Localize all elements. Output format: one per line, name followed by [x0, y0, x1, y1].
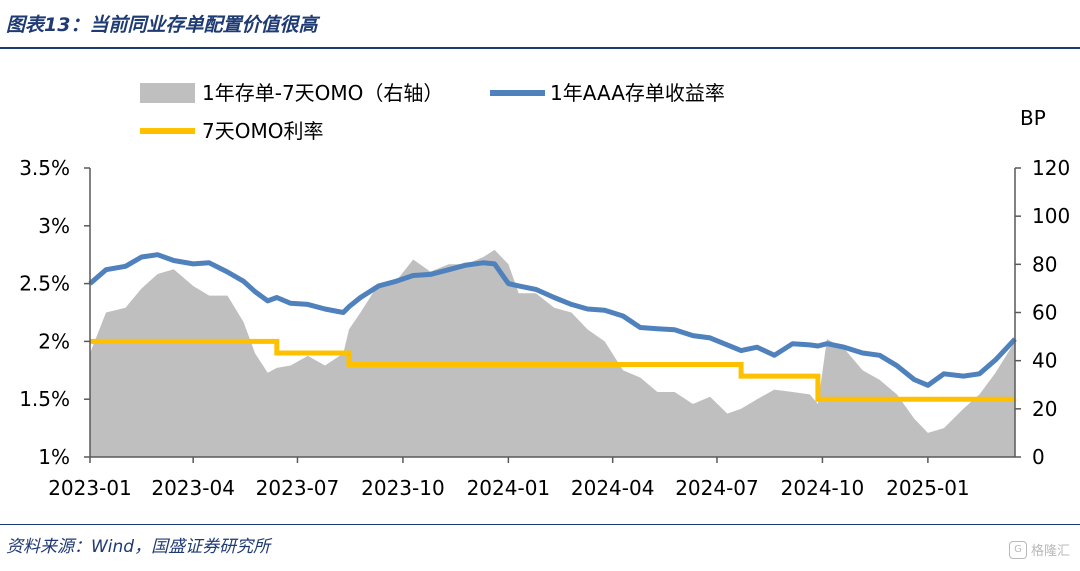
y-tick-label-left: 1%	[38, 445, 70, 469]
legend-swatch-area	[140, 83, 195, 103]
x-tick-label: 2025-01	[886, 476, 970, 500]
y-tick-label-right: 20	[1032, 397, 1057, 421]
y-tick-label-right: 60	[1032, 301, 1057, 325]
right-axis-unit-label: BP	[1020, 106, 1046, 130]
x-tick-label: 2024-10	[781, 476, 865, 500]
y-tick-label-left: 3%	[38, 214, 70, 238]
y-tick-label-left: 2%	[38, 329, 70, 353]
y-tick-label-right: 100	[1032, 204, 1070, 228]
legend-label-area: 1年存单-7天OMO（右轴）	[202, 81, 443, 105]
x-tick-label: 2024-01	[467, 476, 551, 500]
legend-label-yield: 1年AAA存单收益率	[550, 81, 725, 105]
x-tick-label: 2023-04	[151, 476, 235, 500]
series-line-yield	[88, 252, 1017, 388]
legend-label-omo: 7天OMO利率	[202, 119, 323, 143]
header: 图表13：当前同业存单配置价值很高	[0, 0, 1080, 49]
x-tick-label: 2023-10	[361, 476, 445, 500]
y-tick-label-right: 40	[1032, 349, 1057, 373]
x-tick-label: 2023-01	[48, 476, 132, 500]
header-divider	[0, 47, 1080, 49]
series-area-spread	[90, 249, 1015, 457]
watermark: G 格隆汇	[1008, 540, 1070, 559]
y-tick-label-right: 120	[1032, 156, 1070, 180]
watermark-text: 格隆汇	[1030, 544, 1070, 559]
legend: 1年存单-7天OMO（右轴） 1年AAA存单收益率 7天OMO利率	[140, 81, 725, 143]
series-line-omo	[90, 338, 1015, 402]
y-tick-label-left: 1.5%	[19, 387, 70, 411]
plot-area: 1% 1.5% 2% 2.5% 3% 3.5% 0 20 40 60 80 100 120 2023-01…	[19, 156, 1070, 500]
chart-figure-title: 图表13：当前同业存单配置价值很高	[6, 14, 318, 36]
footer-divider	[0, 524, 1080, 525]
y-tick-label-right: 0	[1032, 445, 1045, 469]
source-note: 资料来源：Wind，国盛证券研究所	[6, 537, 271, 557]
chart-canvas: 1% 1.5% 2% 2.5% 3% 3.5% 0 20 40 60 80 100 120 2023-01…	[19, 81, 1070, 500]
watermark-logo-icon: G	[1008, 540, 1027, 559]
x-tick-label: 2024-04	[571, 476, 655, 500]
y-tick-label-right: 80	[1032, 252, 1057, 276]
y-tick-label-left: 3.5%	[19, 156, 70, 180]
y-tick-label-left: 2.5%	[19, 272, 70, 296]
x-tick-label: 2024-07	[675, 476, 759, 500]
x-tick-label: 2023-07	[256, 476, 340, 500]
